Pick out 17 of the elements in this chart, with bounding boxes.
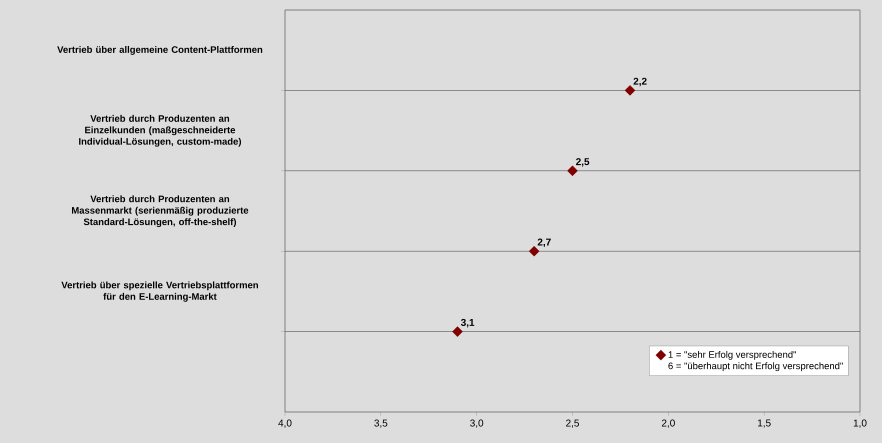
y-tick-label: Vertrieb durch Produzenten an Einzelkunden (maßgeschneiderte Individual-Lösungen, custom-made) [79,114,242,147]
x-tick-label: 1,0 [854,420,867,428]
x-tick-label: 2,5 [566,420,580,428]
x-tick-label: 3,5 [374,420,388,428]
data-label: 2,2 [634,78,647,86]
y-tick-label: Vertrieb über allgemeine Content-Plattformen [57,46,262,55]
x-tick-label: 2,0 [662,420,675,428]
x-tick-label: 4,0 [278,420,292,428]
y-tick-label: Vertrieb durch Produzenten an Massenmarkt (serienmäßig produzierte Standard-Lösungen, off-the-shelf) [72,195,248,228]
y-tick-label: Vertrieb über spezielle Vertriebsplattformen für den E-Learning-Markt [61,281,258,302]
x-tick-label: 1,5 [758,420,771,428]
x-tick-label: 3,0 [470,420,484,428]
annotation: 6 = "überhaupt nicht Erfolg versprechend" [668,362,843,372]
data-label: 2,5 [576,158,590,167]
data-label: 3,1 [460,318,474,328]
legend-label: 1 = "sehr Erfolg versprechend" [668,350,796,360]
data-label: 2,7 [538,238,551,248]
